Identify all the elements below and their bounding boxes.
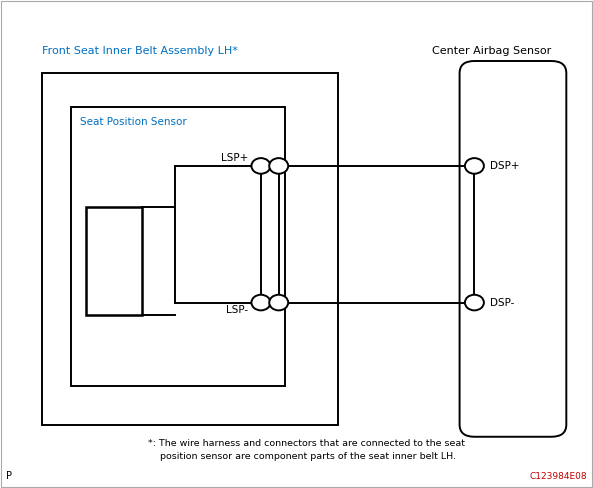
Text: *: The wire harness and connectors that are connected to the seat
    position s: *: The wire harness and connectors that … — [148, 439, 466, 461]
Text: C123984E08: C123984E08 — [530, 472, 587, 481]
Circle shape — [251, 158, 270, 174]
Text: LSP-: LSP- — [227, 305, 248, 315]
Text: P: P — [6, 471, 12, 481]
Circle shape — [251, 295, 270, 310]
Text: LSP+: LSP+ — [221, 154, 248, 163]
Text: Center Airbag Sensor: Center Airbag Sensor — [432, 46, 551, 56]
Text: Seat Position Sensor: Seat Position Sensor — [80, 117, 187, 127]
Text: DSP+: DSP+ — [490, 161, 519, 171]
Text: Front Seat Inner Belt Assembly LH*: Front Seat Inner Belt Assembly LH* — [42, 46, 237, 56]
FancyBboxPatch shape — [460, 61, 566, 437]
Bar — [86, 207, 142, 315]
Text: DSP-: DSP- — [490, 298, 514, 307]
Bar — [71, 107, 285, 386]
Circle shape — [269, 158, 288, 174]
Circle shape — [465, 158, 484, 174]
Bar — [42, 73, 338, 425]
Circle shape — [465, 295, 484, 310]
Circle shape — [269, 295, 288, 310]
